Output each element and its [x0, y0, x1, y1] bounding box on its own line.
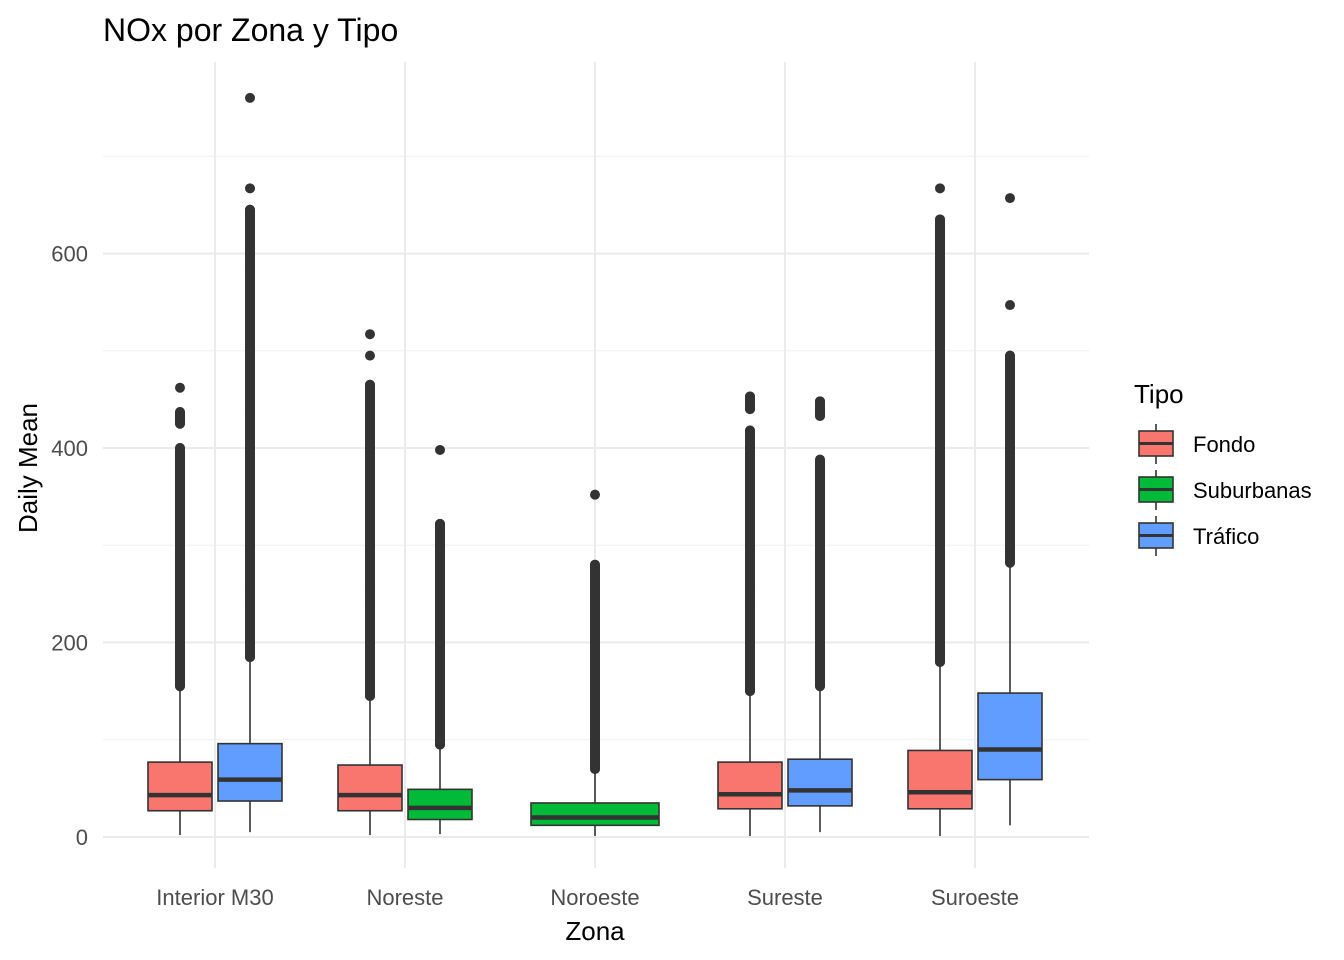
iqr-box [977, 692, 1043, 781]
outlier-point [245, 92, 255, 103]
iqr-box [717, 761, 783, 810]
outlier-point [935, 183, 945, 194]
x-axis-ticks: Interior M30 Noreste Noroeste Sureste Suroes… [156, 885, 1019, 910]
legend-label: Suburbanas [1193, 478, 1312, 503]
box-noreste-fondo [337, 329, 403, 836]
y-tick-label: 0 [76, 825, 88, 850]
box-interior-m30-tráfico [217, 92, 283, 833]
legend-title: Tipo [1134, 379, 1184, 409]
iqr-box [147, 761, 213, 812]
box-suroeste-tráfico [977, 193, 1043, 826]
legend-item-tráfico: Tráfico [1138, 516, 1259, 556]
box-sureste-fondo [717, 391, 783, 837]
outlier-point [365, 350, 375, 361]
box-noroeste-suburbanas [530, 489, 660, 837]
outlier-point [1005, 300, 1015, 311]
outlier-point [245, 183, 255, 194]
iqr-box [407, 788, 473, 821]
y-tick-label: 200 [51, 631, 88, 656]
x-tick-label: Noreste [366, 885, 443, 910]
y-axis-ticks: 0 200 400 600 [51, 242, 88, 851]
legend-label: Fondo [1193, 432, 1255, 457]
x-tick-label: Suroeste [931, 885, 1019, 910]
x-tick-label: Sureste [747, 885, 823, 910]
outlier-point [1005, 193, 1015, 204]
iqr-box [217, 742, 283, 802]
legend-item-suburbanas: Suburbanas [1138, 470, 1312, 510]
x-axis-title: Zona [565, 916, 625, 946]
outlier-point [435, 444, 445, 455]
box-series [147, 92, 1043, 837]
box-sureste-tráfico [787, 396, 853, 833]
legend: Tipo Fondo Suburbanas Tráfico [1134, 379, 1312, 556]
x-tick-label: Interior M30 [156, 885, 273, 910]
box-noreste-suburbanas [407, 444, 473, 835]
iqr-box [787, 758, 853, 807]
y-axis-title: Daily Mean [13, 403, 43, 533]
box-suroeste-fondo [907, 183, 973, 837]
iqr-box [907, 749, 973, 810]
outlier-point [175, 382, 185, 393]
iqr-box [530, 802, 660, 827]
legend-label: Tráfico [1193, 524, 1259, 549]
x-tick-label: Noroeste [550, 885, 639, 910]
chart-title: NOx por Zona y Tipo [103, 12, 398, 48]
box-interior-m30-fondo [147, 382, 213, 836]
y-tick-label: 600 [51, 242, 88, 267]
y-tick-label: 400 [51, 436, 88, 461]
outlier-point [365, 329, 375, 340]
legend-item-fondo: Fondo [1138, 424, 1255, 464]
iqr-box [337, 764, 403, 812]
outlier-point [590, 489, 600, 500]
